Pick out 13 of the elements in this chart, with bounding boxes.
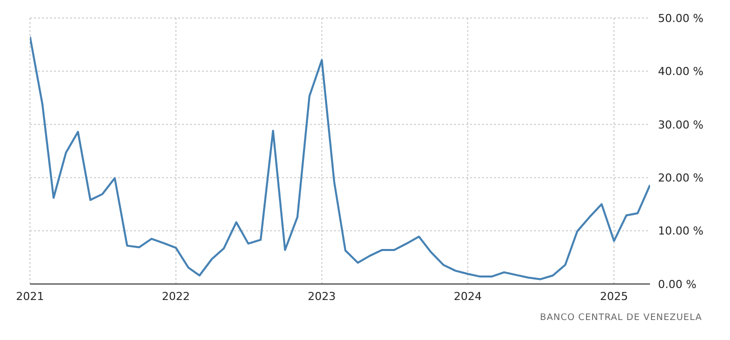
- y-tick-label: 40.00 %: [658, 65, 704, 78]
- x-tick-label: 2024: [454, 290, 482, 303]
- y-tick-label: 50.00 %: [658, 12, 704, 25]
- line-series: [30, 36, 650, 280]
- y-tick-label: 0.00 %: [658, 278, 696, 291]
- text: BANCO CENTRAL DE VENEZUELA: [540, 313, 702, 323]
- y-tick-label: 30.00 %: [658, 118, 704, 132]
- y-tick-label: 10.00 %: [658, 224, 704, 238]
- x-tick-label: 2025: [600, 290, 628, 303]
- x-tick-label: 2023: [308, 290, 336, 303]
- x-tick-label: 2022: [162, 290, 190, 303]
- x-tick-label: 2021: [16, 290, 44, 303]
- y-tick-label: 20.00 %: [658, 172, 704, 185]
